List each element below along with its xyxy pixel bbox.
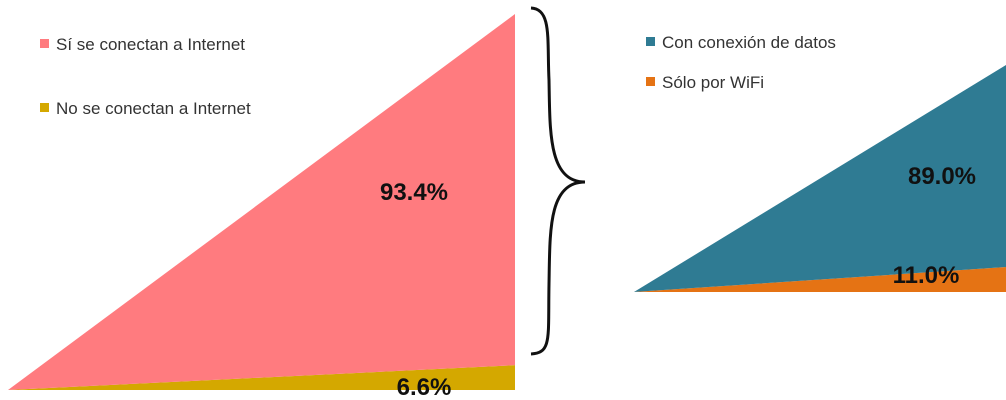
right-chart: Con conexión de datos Sólo por WiFi 89.0… xyxy=(634,33,1006,292)
legend-swatch-con-conexion-datos xyxy=(646,37,655,46)
legend-item-no-se-conectan: No se conectan a Internet xyxy=(56,99,251,118)
legend-swatch-no-se-conectan xyxy=(40,103,49,112)
series-no-se-conectan-area xyxy=(8,365,515,390)
legend-swatch-solo-por-wifi xyxy=(646,77,655,86)
legend-item-si-se-conectan: Sí se conectan a Internet xyxy=(56,35,245,54)
connector-brace xyxy=(530,6,586,356)
data-label-si-se-conectan: 93.4% xyxy=(380,179,448,206)
left-chart: Sí se conectan a Internet No se conectan… xyxy=(8,14,515,400)
data-label-solo-por-wifi: 11.0% xyxy=(893,262,960,289)
series-si-se-conectan-area xyxy=(8,14,515,390)
series-con-conexion-datos-area xyxy=(634,65,1006,292)
data-label-con-conexion-datos: 89.0% xyxy=(908,163,976,190)
legend-item-solo-por-wifi: Sólo por WiFi xyxy=(662,73,764,92)
legend-swatch-si-se-conectan xyxy=(40,39,49,48)
data-label-no-se-conectan: 6.6% xyxy=(397,374,452,400)
legend-item-con-conexion-datos: Con conexión de datos xyxy=(662,33,836,52)
series-solo-por-wifi-area xyxy=(634,267,1006,292)
